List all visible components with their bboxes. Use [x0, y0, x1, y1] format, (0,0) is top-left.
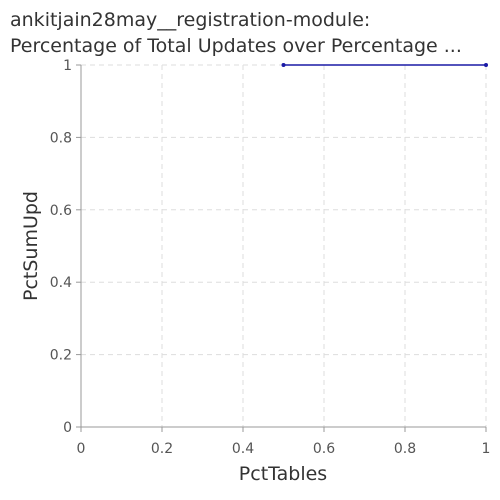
tick-labels: 0 0.2 0.4 0.6 0.8 1 0 0.2 0.4 0.6 0.8 1: [50, 58, 491, 457]
axes: [76, 64, 487, 432]
x-tick-label: 0.6: [313, 441, 335, 457]
data-point: [484, 63, 488, 67]
data-point: [281, 63, 286, 67]
y-tick-label: 0: [63, 420, 72, 436]
x-tick-label: 0.8: [394, 441, 416, 457]
y-tick-label: 0.6: [50, 203, 72, 219]
chart-title-line-1: ankitjain28may__registration-module:: [10, 9, 371, 31]
chart-title-line-2: Percentage of Total Updates over Percent…: [10, 35, 462, 57]
x-tick-label: 0.4: [232, 441, 254, 457]
grid-lines: [81, 64, 487, 427]
x-tick-label: 0.2: [151, 441, 173, 457]
y-axis-label: PctSumUpd: [20, 191, 42, 301]
x-axis-label: PctTables: [239, 463, 327, 485]
x-tick-label: 0: [77, 441, 86, 457]
y-tick-label: 0.2: [50, 348, 72, 364]
y-tick-label: 1: [63, 58, 72, 74]
x-tick-label: 1: [482, 441, 491, 457]
y-tick-label: 0.8: [50, 130, 72, 146]
chart-title: ankitjain28may__registration-module: Per…: [10, 7, 496, 59]
y-tick-label: 0.4: [50, 275, 72, 291]
series-layer: [281, 63, 488, 67]
